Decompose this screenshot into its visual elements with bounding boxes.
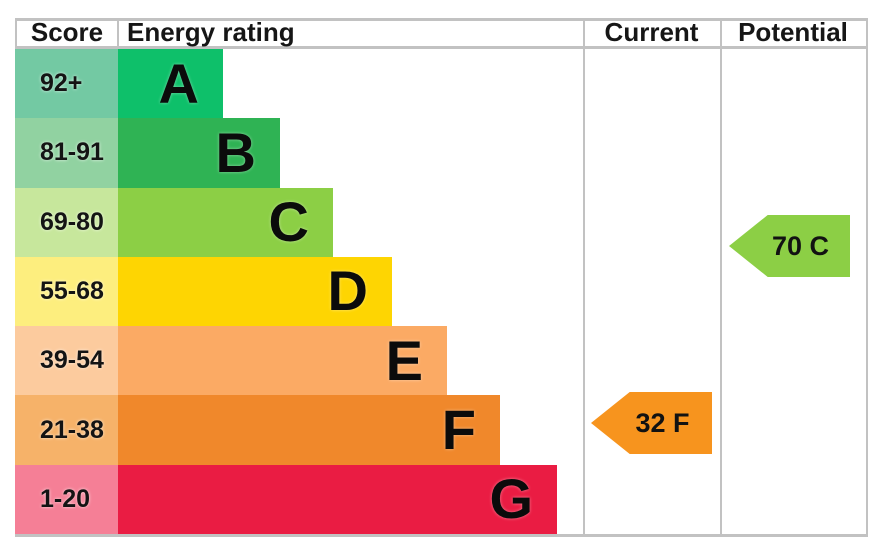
score-range-label: 69-80 [40,207,104,236]
band-row-f: 21-38 F [15,395,868,465]
table-bottom-border [15,534,868,537]
rating-letter: F [441,398,476,462]
band-row-b: 81-91 B [15,118,868,188]
band-row-e: 39-54 E [15,326,868,396]
potential-column-divider [720,18,722,537]
score-range-cell: 1-20 [15,464,118,534]
score-range-label: 39-54 [40,346,104,375]
score-range-label: 21-38 [40,415,104,444]
rating-bar-e: E [118,326,447,396]
score-range-label: 81-91 [40,138,104,167]
table-right-border [866,18,868,537]
band-row-a: 92+ A [15,49,868,119]
rating-bands: 92+ A 81-91 B 69-80 C 55-68 D 39-54 E 21… [15,49,868,534]
current-column-divider [583,18,585,537]
rating-letter: E [385,328,423,392]
score-column-divider [117,18,119,49]
rating-bar-a: A [118,49,223,119]
table-top-border [15,18,868,21]
potential-rating-label: 70 C [771,230,830,261]
rating-bar-f: F [118,395,500,465]
score-range-cell: 69-80 [15,187,118,257]
rating-bar-b: B [118,118,280,188]
rating-letter: D [327,259,368,323]
score-range-cell: 21-38 [15,395,118,465]
energy-rating-column-header: Energy rating [127,17,295,47]
score-range-label: 1-20 [40,484,91,513]
score-range-cell: 55-68 [15,256,118,327]
band-row-g: 1-20 G [15,464,868,534]
band-row-c: 69-80 C [15,187,868,257]
rating-letter: B [215,120,256,184]
header-left-border [15,18,17,49]
rating-letter: G [489,467,533,531]
score-column-header: Score [30,17,104,47]
rating-bar-c: C [118,187,333,257]
score-range-cell: 92+ [15,49,118,119]
score-range-label: 55-68 [40,276,104,305]
band-row-d: 55-68 D [15,256,868,327]
score-range-cell: 39-54 [15,326,118,396]
header-bottom-border [15,46,868,49]
table-header: Score Energy rating Current Potential [15,18,868,47]
rating-letter: C [268,190,309,254]
current-column-header: Current [604,17,699,47]
score-range-label: 92+ [40,69,83,98]
rating-bar-d: D [118,256,392,327]
potential-column-header: Potential [738,17,848,47]
score-range-cell: 81-91 [15,118,118,188]
current-rating-label: 32 F [635,407,690,438]
rating-bar-g: G [118,464,557,534]
rating-letter: A [158,51,199,115]
